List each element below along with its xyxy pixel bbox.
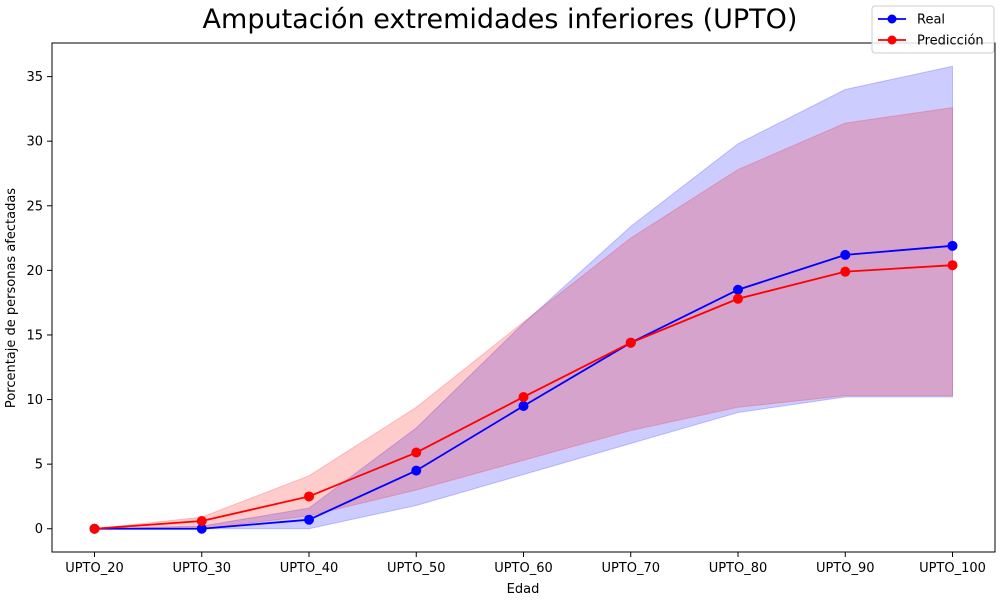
y-tick-label: 10 [26, 393, 43, 408]
x-tick-label: UPTO_50 [387, 561, 446, 576]
point-real [947, 240, 958, 251]
point-prediccion [89, 523, 100, 534]
legend[interactable]: Real Predicción [871, 5, 995, 54]
point-prediccion [518, 391, 529, 402]
x-tick-label: UPTO_100 [919, 561, 986, 576]
y-tick-label: 20 [26, 264, 43, 279]
point-prediccion [411, 447, 422, 458]
point-prediccion [840, 266, 851, 277]
x-tick-label: UPTO_80 [709, 561, 768, 576]
x-tick-label: UPTO_60 [494, 561, 553, 576]
y-tick-label: 15 [26, 328, 43, 343]
y-axis: 0 5 10 15 20 25 30 35 [26, 70, 52, 537]
legend-entry-prediccion[interactable]: Predicción [917, 34, 984, 49]
y-axis-label: Porcentaje de personas afectadas [4, 188, 19, 408]
point-prediccion [625, 337, 636, 348]
x-tick-label: UPTO_30 [172, 561, 231, 576]
point-prediccion [947, 260, 958, 271]
x-axis: UPTO_20 UPTO_30 UPTO_40 UPTO_50 UPTO_60 UPTO_… [65, 552, 986, 576]
x-tick-label: UPTO_40 [280, 561, 339, 576]
legend-marker [887, 14, 897, 24]
point-real [411, 465, 422, 476]
x-axis-label: Edad [507, 582, 540, 597]
point-real [304, 514, 314, 525]
x-tick-label: UPTO_20 [65, 561, 124, 576]
x-tick-label: UPTO_90 [816, 561, 875, 576]
point-real [840, 249, 851, 260]
y-tick-label: 35 [26, 70, 43, 85]
y-tick-label: 0 [35, 522, 43, 537]
legend-marker [887, 35, 897, 45]
legend-box [871, 5, 995, 54]
series-points [89, 240, 958, 534]
y-tick-label: 25 [26, 199, 43, 214]
band-real [94, 65, 953, 530]
point-real [196, 523, 207, 534]
confidence-bands [94, 65, 953, 530]
y-tick-label: 5 [35, 458, 43, 473]
x-tick-label: UPTO_70 [601, 561, 660, 576]
point-prediccion [196, 515, 207, 526]
legend-entry-real[interactable]: Real [917, 13, 945, 28]
point-prediccion [733, 293, 743, 304]
point-real [518, 401, 529, 412]
y-tick-label: 30 [26, 135, 43, 150]
point-prediccion [304, 491, 314, 502]
point-real [733, 284, 743, 295]
chart-title: Amputación extremidades inferiores (UPTO… [203, 4, 798, 35]
band-prediccion [94, 107, 953, 530]
